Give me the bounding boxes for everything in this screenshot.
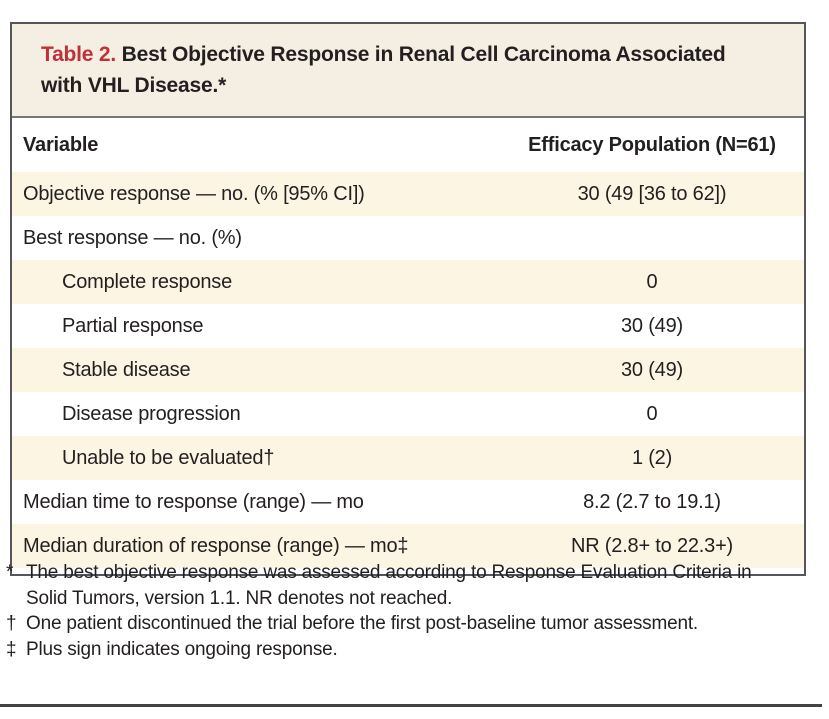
row-variable: Median time to response (range) — mo <box>23 490 364 513</box>
table-row: Median time to response (range) — mo 8.2… <box>12 480 804 524</box>
table-title: Table 2. Best Objective Response in Rena… <box>12 24 804 118</box>
row-value: 30 (49) <box>621 314 683 337</box>
table-row: Complete response 0 <box>12 260 804 304</box>
row-variable: Disease progression <box>62 402 241 425</box>
row-variable: Stable disease <box>62 358 191 381</box>
footnote: * The best objective response was assess… <box>4 560 794 611</box>
footnote-text: One patient discontinued the trial befor… <box>26 613 698 634</box>
table-card: Table 2. Best Objective Response in Rena… <box>10 22 806 576</box>
row-variable: Median duration of response (range) — mo… <box>23 534 409 557</box>
table-number-label: Table 2. <box>41 43 117 66</box>
table-row: Disease progression 0 <box>12 392 804 436</box>
table-row: Unable to be evaluated† 1 (2) <box>12 436 804 480</box>
row-variable: Objective response — no. (% [95% CI]) <box>23 182 365 205</box>
table-row: Stable disease 30 (49) <box>12 348 804 392</box>
row-value: 30 (49 [36 to 62]) <box>577 182 727 205</box>
footnotes-block: * The best objective response was assess… <box>4 560 794 662</box>
table-title-text: Best Objective Response in Renal Cell Ca… <box>41 43 726 97</box>
bottom-rule <box>0 704 822 707</box>
row-variable: Complete response <box>62 270 233 293</box>
table-row: Median duration of response (range) — mo… <box>12 524 804 568</box>
row-variable: Unable to be evaluated† <box>62 446 275 469</box>
row-value: 8.2 (2.7 to 19.1) <box>583 490 721 513</box>
column-header-value: Efficacy Population (N=61) <box>528 133 776 156</box>
footnote: ‡ Plus sign indicates ongoing response. <box>4 637 794 663</box>
footnote-marker: † <box>6 613 17 634</box>
table-header-row: Variable Efficacy Population (N=61) <box>12 118 804 172</box>
column-header-variable: Variable <box>23 133 99 156</box>
row-value: 30 (49) <box>621 358 683 381</box>
table-row: Objective response — no. (% [95% CI]) 30… <box>12 172 804 216</box>
row-variable: Best response — no. (%) <box>23 226 242 249</box>
footnote-text: The best objective response was assessed… <box>26 562 752 609</box>
row-variable: Partial response <box>62 314 204 337</box>
table-row: Best response — no. (%) <box>12 216 804 260</box>
row-value: 1 (2) <box>631 446 673 469</box>
footnote-marker: * <box>6 562 14 583</box>
row-value: 0 <box>646 270 658 293</box>
table-bottom-spacer <box>12 568 804 574</box>
row-value: NR (2.8+ to 22.3+) <box>570 534 734 557</box>
footnote-text: Plus sign indicates ongoing response. <box>26 638 338 660</box>
table-row: Partial response 30 (49) <box>12 304 804 348</box>
footnote-marker: ‡ <box>6 638 17 660</box>
row-value: 0 <box>646 402 658 425</box>
footnote: † One patient discontinued the trial bef… <box>4 611 794 637</box>
